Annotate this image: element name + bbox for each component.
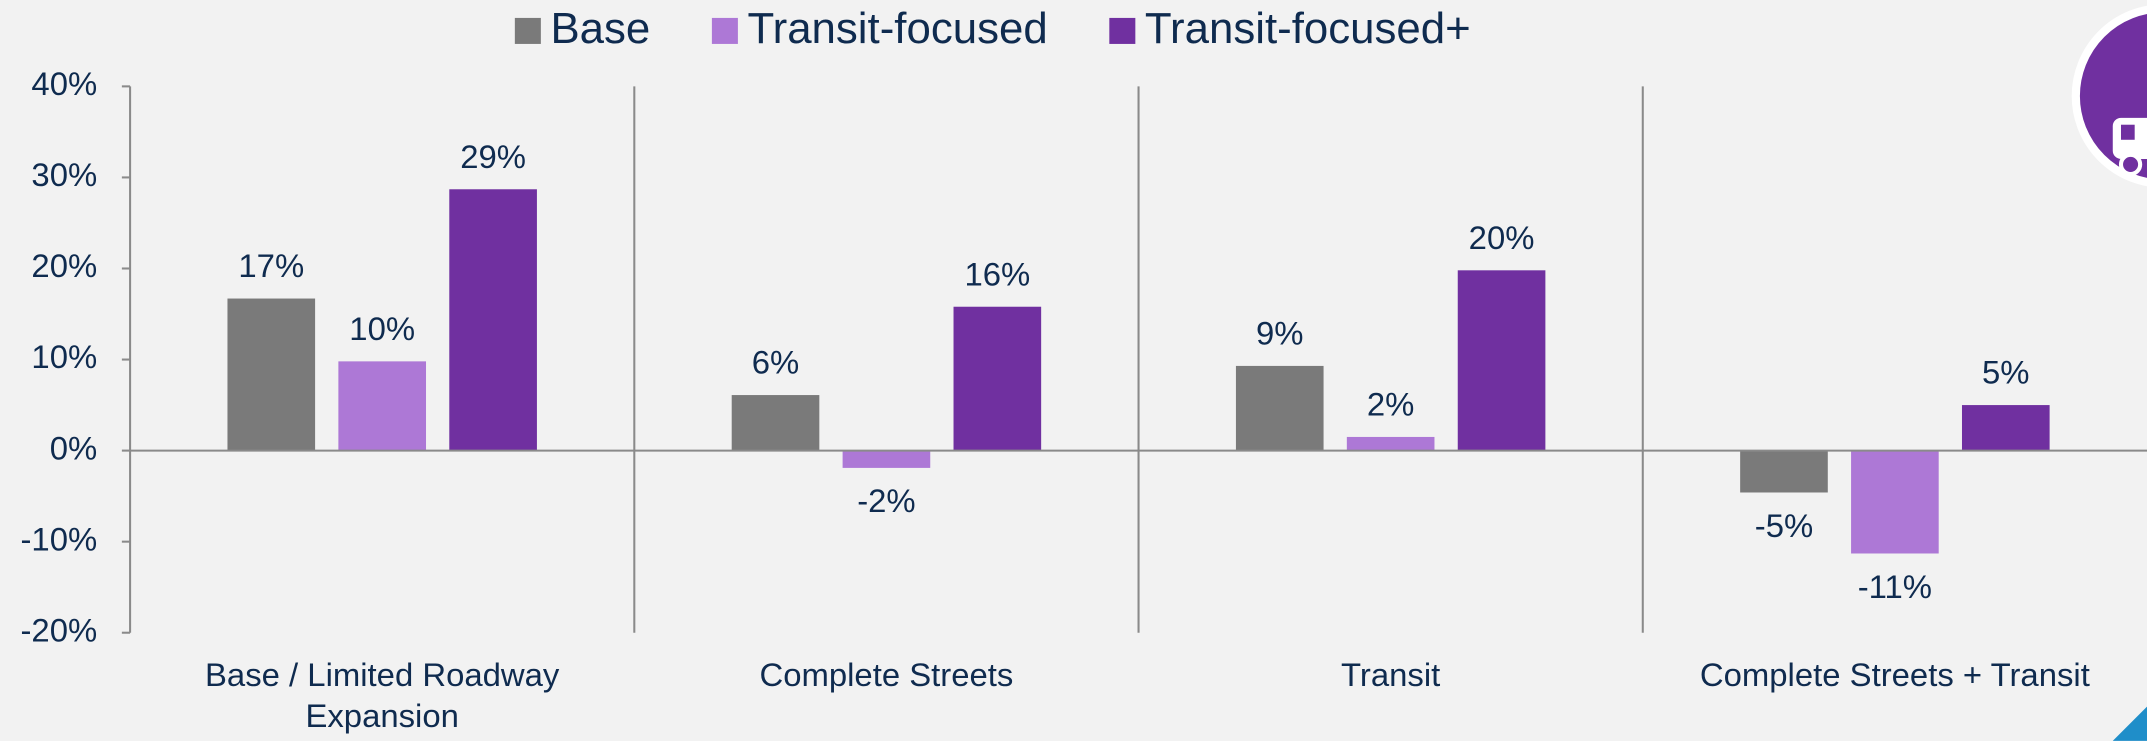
bar: [1961, 405, 2050, 451]
value-label: 16%: [964, 255, 1030, 292]
value-label: -5%: [1755, 507, 1813, 544]
y-tick-label: 0%: [50, 429, 98, 466]
value-label: 5%: [1982, 354, 2030, 391]
bar: [227, 298, 316, 451]
x-tick-label: Complete Streets + Transit: [1699, 657, 2090, 695]
bar: [731, 395, 820, 451]
x-tick-label-box: Complete Streets: [759, 657, 1014, 695]
y-tick-label: 40%: [31, 65, 97, 102]
x-tick-label-box: Complete Streets + Transit: [1699, 657, 2090, 695]
value-label: 6%: [752, 344, 799, 381]
y-tick-label: 20%: [31, 247, 97, 284]
legend-label: Transit-focused: [747, 4, 1047, 53]
value-label: 9%: [1256, 314, 1304, 351]
x-tick-label-box: Transit: [1341, 657, 1441, 695]
value-label: 10%: [349, 310, 415, 347]
bar: [1235, 365, 1324, 451]
bar: [1346, 436, 1435, 451]
legend-swatch: [1109, 17, 1136, 44]
value-label: -11%: [1858, 568, 1932, 605]
bar: [953, 306, 1042, 451]
x-tick-label-box: Base / Limited Roadway Expansion: [205, 657, 560, 736]
bus-badge: [2071, 5, 2147, 187]
value-label: 20%: [1469, 219, 1535, 256]
value-label: -2%: [857, 482, 915, 519]
legend-swatch: [514, 17, 541, 44]
bar: [338, 361, 427, 451]
value-label: 2%: [1367, 386, 1415, 423]
value-label: 17%: [238, 247, 304, 284]
bar: [842, 450, 931, 468]
x-tick-label: Complete Streets: [759, 657, 1014, 695]
bar: [1457, 270, 1546, 451]
bar: [1740, 450, 1828, 493]
x-tick-label: Base / Limited Roadway Expansion: [205, 657, 560, 736]
legend-label: Base: [550, 4, 650, 53]
legend-swatch: [711, 17, 738, 44]
legend-label: Transit-focused+: [1145, 4, 1471, 53]
bar: [1851, 450, 1939, 554]
corner-accent: [2112, 706, 2147, 741]
value-label: 29%: [460, 138, 526, 175]
y-tick-label: -10%: [20, 520, 97, 557]
x-tick-label: Transit: [1341, 657, 1441, 695]
y-tick-label: 10%: [31, 338, 97, 375]
bar: [449, 189, 537, 451]
y-tick-label: 30%: [31, 156, 97, 193]
legend: Base Transit-focused Transit-focused+: [514, 4, 1471, 53]
y-tick-label: -20%: [20, 611, 97, 648]
